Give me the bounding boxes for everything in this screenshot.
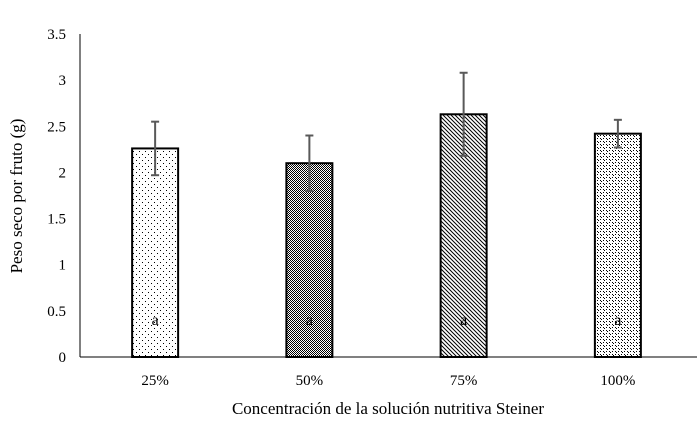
y-tick-label: 0 xyxy=(59,350,67,366)
y-tick-label: 3.5 xyxy=(47,27,66,43)
y-axis-label: Peso seco por fruto (g) xyxy=(7,119,26,274)
significance-label: a xyxy=(614,312,621,329)
significance-label: a xyxy=(306,312,313,329)
significance-label: a xyxy=(152,312,159,329)
y-tick-label: 1 xyxy=(59,258,67,274)
x-tick-label: 25% xyxy=(141,373,169,389)
y-tick-label: 2 xyxy=(59,165,67,181)
x-axis-label: Concentración de la solución nutritiva S… xyxy=(232,399,544,418)
significance-label: a xyxy=(460,312,467,329)
bar xyxy=(131,147,180,358)
error-bar xyxy=(305,134,314,192)
error-bar xyxy=(459,71,468,157)
x-tick-label: 75% xyxy=(450,373,478,389)
y-tick-label: 0.5 xyxy=(47,304,66,320)
y-tick-label: 3 xyxy=(59,73,67,89)
error-bar xyxy=(613,118,622,149)
error-bar xyxy=(151,120,160,177)
x-tick-label: 50% xyxy=(296,373,324,389)
x-tick-label: 100% xyxy=(600,373,635,389)
y-tick-label: 1.5 xyxy=(47,212,66,228)
y-tick-label: 2.5 xyxy=(47,119,66,135)
